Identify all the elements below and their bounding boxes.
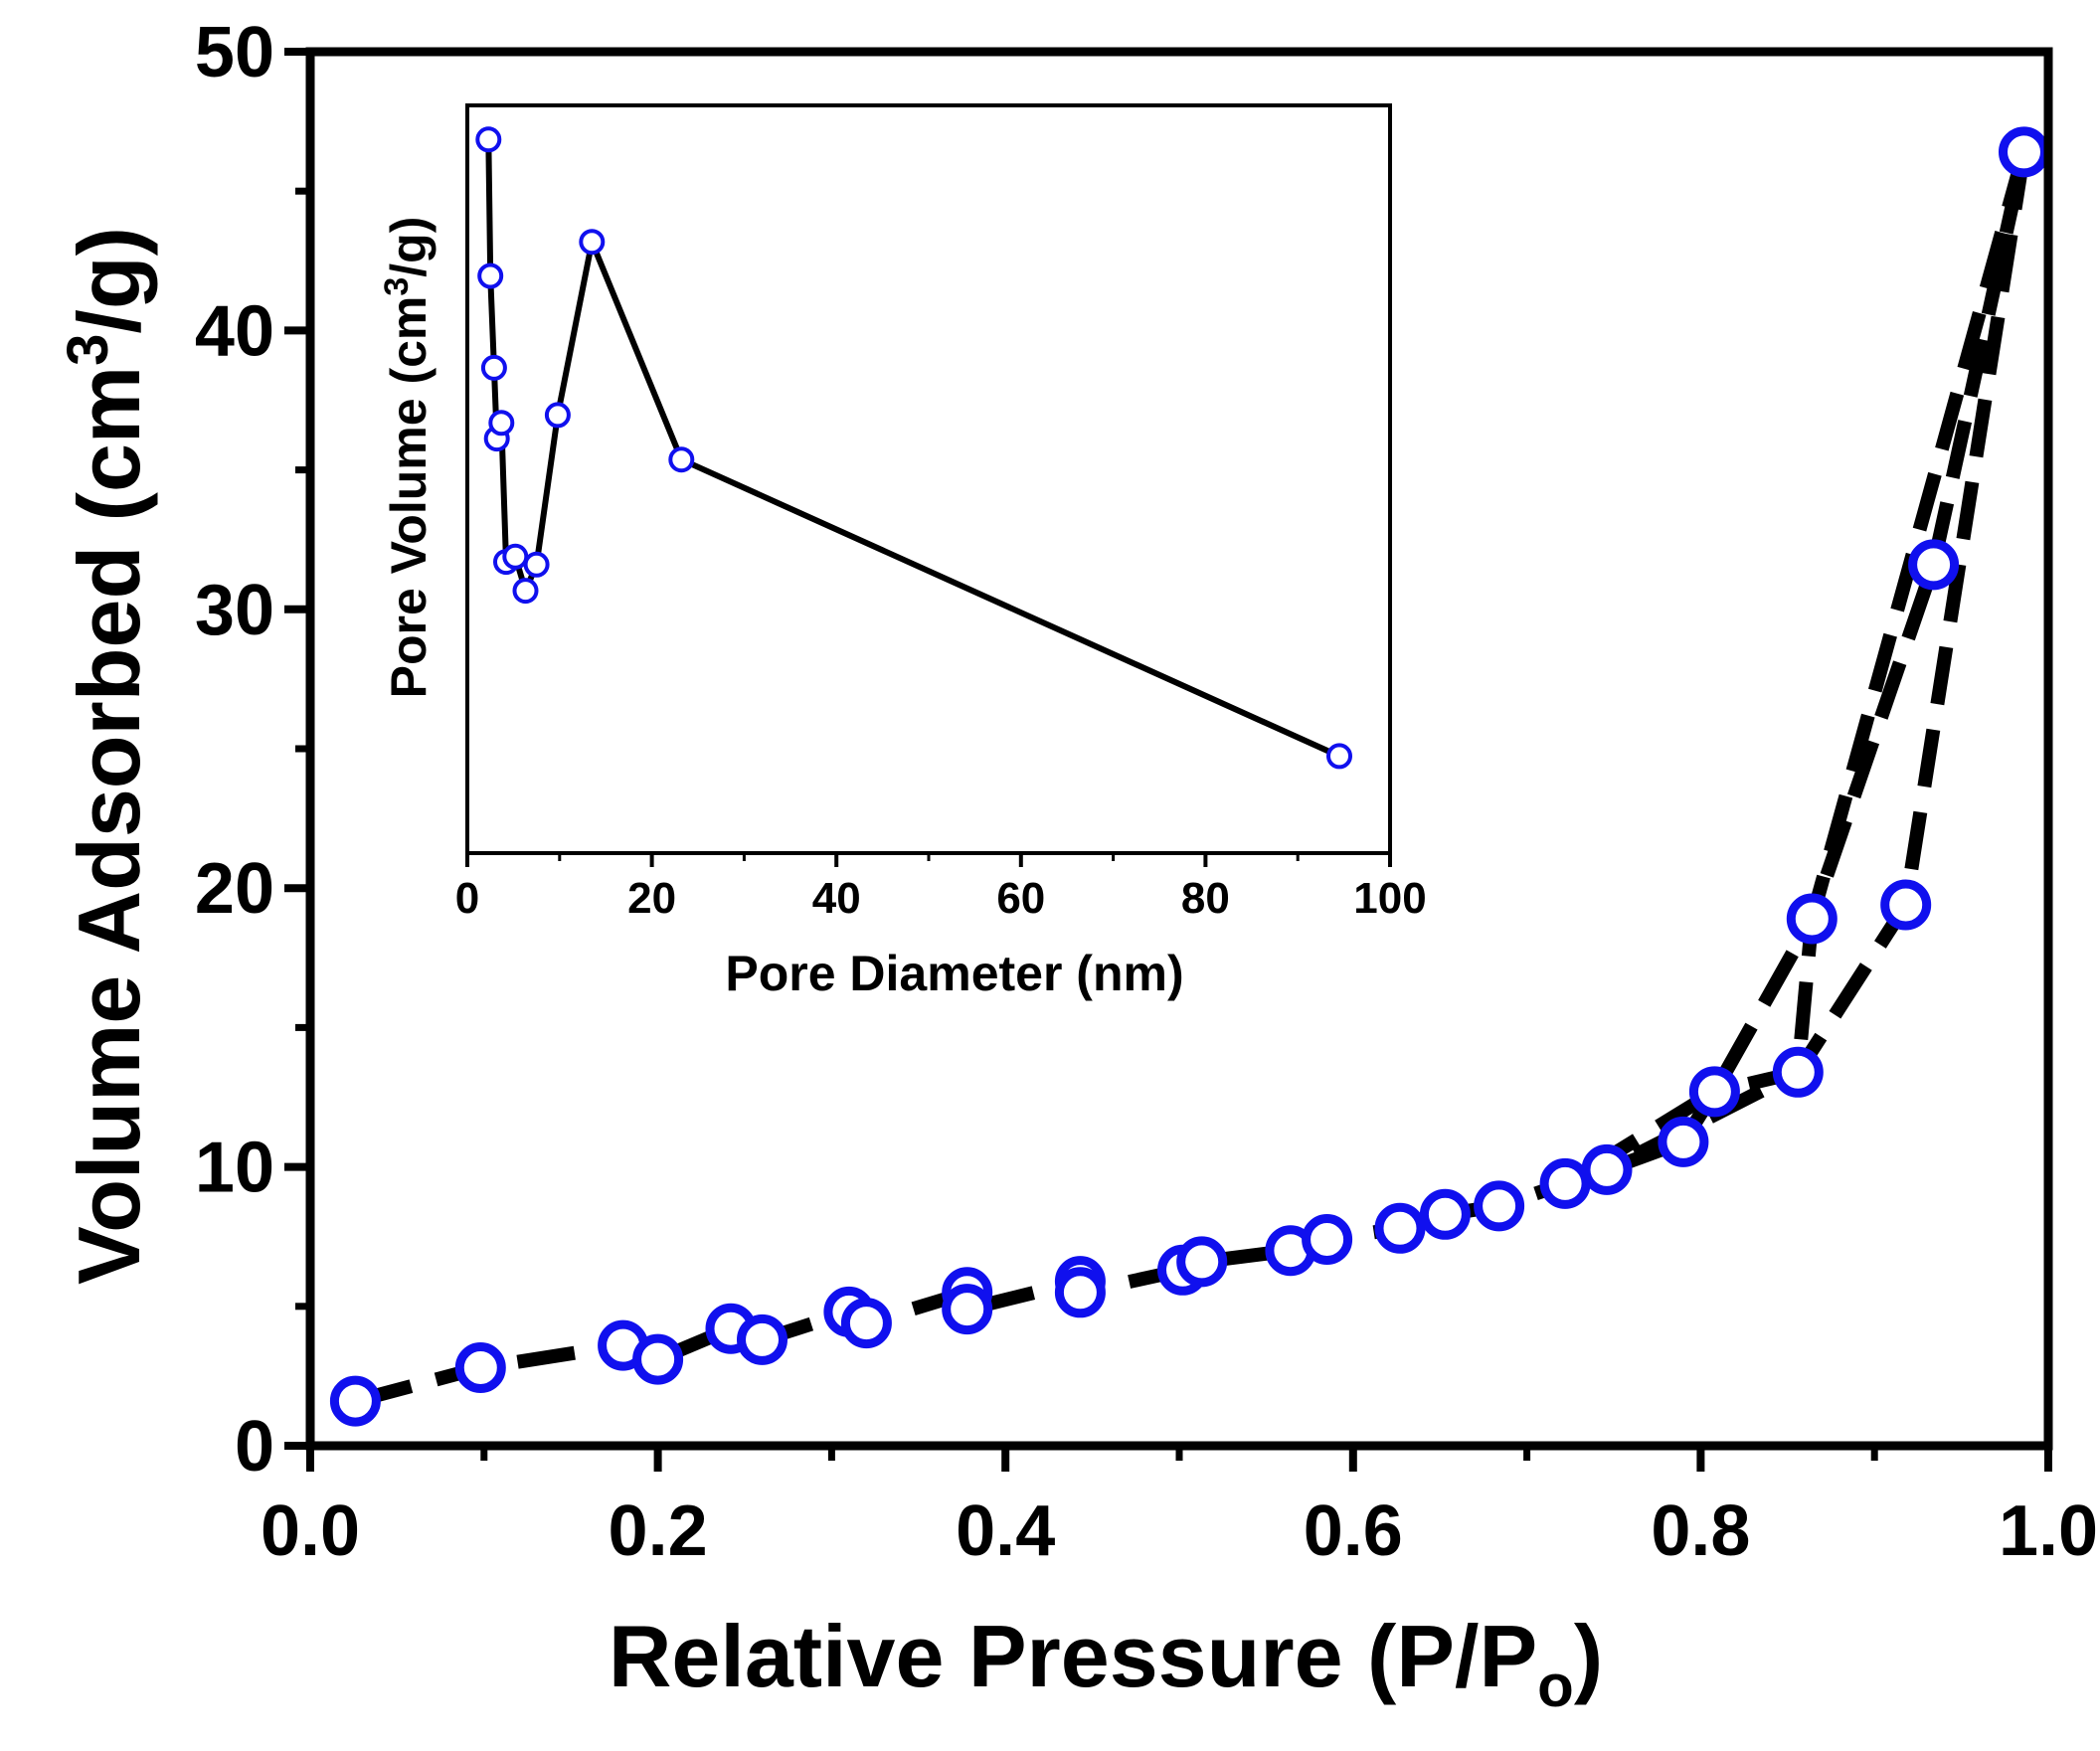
main-y-axis-title: Volume Adsorbed (cm3/g) <box>56 227 158 1285</box>
isotherm-point <box>1908 539 1960 591</box>
pore-distribution-point <box>579 229 606 256</box>
pore-distribution-point <box>488 410 515 437</box>
isotherm-chart: 0.0 0.2 0.4 0.6 0.8 1.0 0 10 20 30 40 50 Relative … <box>56 13 2098 1719</box>
main-x-tick-label: 0.2 <box>609 1491 708 1571</box>
isotherm-point <box>1302 1214 1353 1265</box>
inset-y-axis-title: Pore Volume (cm3/g) <box>378 217 437 699</box>
pore-distribution-point <box>475 126 502 153</box>
pore-distribution-point <box>1326 743 1352 770</box>
inset-x-tick-label: 20 <box>627 874 676 923</box>
main-x-axis-title: Relative Pressure (P/Po) <box>609 1607 1603 1719</box>
isotherm-point <box>1772 1046 1824 1098</box>
inset-x-tick-label: 100 <box>1353 874 1426 923</box>
main-y-tick-label: 0 <box>235 1407 274 1487</box>
isotherm-point <box>1688 1066 1740 1118</box>
isotherm-point <box>840 1298 892 1349</box>
inset-markers <box>475 126 1352 770</box>
inset-x-axis-ticks: 0 20 40 60 80 100 <box>455 853 1427 923</box>
isotherm-point <box>1054 1267 1106 1318</box>
pore-distribution-point <box>477 263 504 289</box>
isotherm-point <box>1419 1188 1471 1240</box>
pore-distribution-point <box>502 543 529 570</box>
main-x-tick-label: 0.8 <box>1651 1491 1750 1571</box>
isotherm-point <box>1880 879 1932 931</box>
isotherm-point <box>1581 1143 1633 1195</box>
isotherm-markers <box>329 126 2049 1427</box>
isotherm-point <box>329 1375 381 1427</box>
pore-distribution-point <box>480 354 507 381</box>
main-y-tick-label: 40 <box>195 291 274 371</box>
isotherm-point <box>1176 1236 1228 1288</box>
pore-size-inset: 0 20 40 60 80 100 Pore Diameter (nm) Pore Vol… <box>378 103 1427 1001</box>
isotherm-point <box>1539 1157 1591 1209</box>
isotherm-point <box>1999 126 2049 178</box>
pore-distribution-point <box>544 402 571 429</box>
isotherm-point <box>1374 1202 1426 1254</box>
pore-distribution-point <box>523 551 550 578</box>
main-y-tick-label: 30 <box>195 571 274 650</box>
isotherm-point <box>1786 893 1838 945</box>
main-y-tick-label: 10 <box>195 1129 274 1208</box>
main-x-tick-label: 0.4 <box>956 1491 1055 1571</box>
main-x-axis-ticks: 0.0 0.2 0.4 0.6 0.8 1.0 <box>261 1446 2098 1571</box>
inset-x-tick-label: 80 <box>1181 874 1230 923</box>
main-x-tick-label: 1.0 <box>1999 1491 2098 1571</box>
isotherm-point <box>1474 1180 1525 1232</box>
inset-background <box>467 105 1390 853</box>
isotherm-point <box>454 1342 506 1393</box>
isotherm-point <box>737 1313 788 1365</box>
pore-distribution-point <box>668 446 695 473</box>
inset-x-tick-label: 40 <box>812 874 861 923</box>
inset-x-tick-label: 0 <box>455 874 479 923</box>
main-x-tick-label: 0.0 <box>261 1491 360 1571</box>
inset-x-tick-label: 60 <box>996 874 1045 923</box>
isotherm-point <box>632 1333 684 1385</box>
isotherm-point <box>1658 1116 1709 1167</box>
main-y-tick-label: 20 <box>195 849 274 929</box>
main-x-tick-label: 0.6 <box>1304 1491 1403 1571</box>
desorption-branch-line <box>1603 150 2031 1176</box>
inset-x-axis-title: Pore Diameter (nm) <box>725 946 1183 1001</box>
main-y-axis-ticks: 0 10 20 30 40 50 <box>195 13 310 1487</box>
pore-distribution-point <box>512 578 539 605</box>
main-y-tick-label: 50 <box>195 13 274 92</box>
isotherm-point <box>942 1284 993 1335</box>
